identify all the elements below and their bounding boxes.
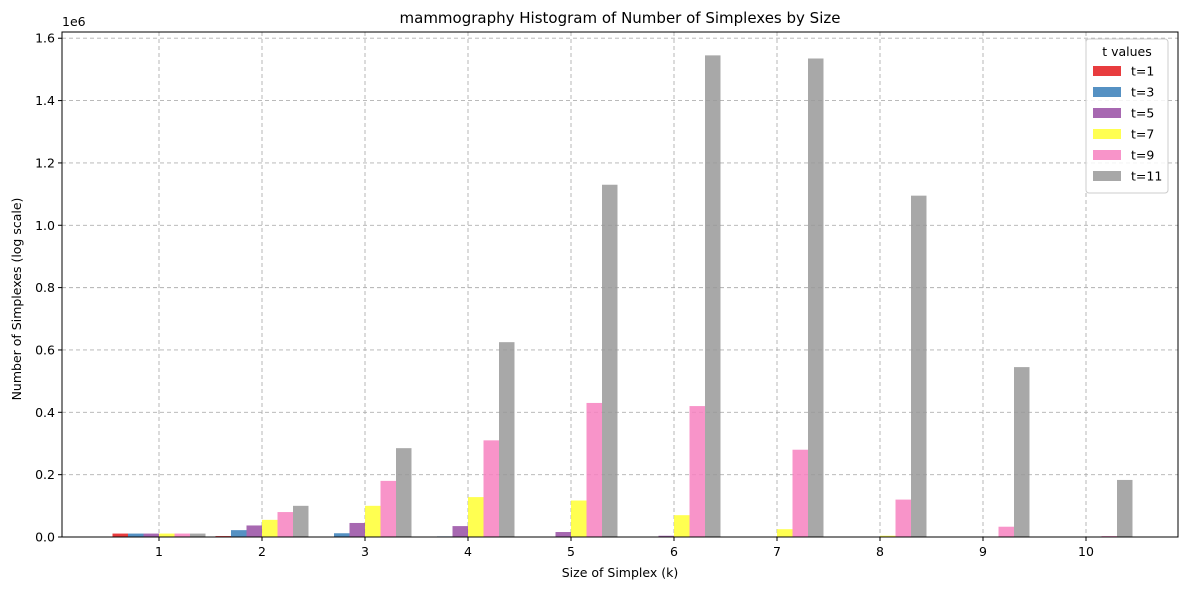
bar-t5-k6 xyxy=(658,535,674,537)
bar-t11-k2 xyxy=(293,505,309,537)
bar-t11-k4 xyxy=(499,342,515,537)
legend-swatch xyxy=(1093,150,1121,160)
bar-t9-k9 xyxy=(998,526,1014,537)
y-tick-label: 0.0 xyxy=(35,530,55,545)
x-tick-label: 6 xyxy=(670,544,678,559)
y-tick-label: 1.6 xyxy=(35,31,55,46)
y-offset-label: 1e6 xyxy=(62,14,86,29)
bar-t3-k3 xyxy=(334,533,350,537)
plot-frame xyxy=(61,31,1179,538)
legend-swatch xyxy=(1093,129,1121,139)
y-tick-label: 1.0 xyxy=(35,218,55,233)
legend-swatch xyxy=(1093,171,1121,181)
legend-swatch xyxy=(1093,87,1121,97)
bar-t9-k6 xyxy=(689,406,705,537)
legend-entry: t=11 xyxy=(1131,169,1162,184)
bar-t5-k3 xyxy=(349,522,365,537)
bar-t5-k1 xyxy=(143,533,159,537)
bar-t3-k1 xyxy=(128,533,144,537)
legend-swatch xyxy=(1093,108,1121,118)
bar-t7-k7 xyxy=(777,529,793,537)
bar-t11-k1 xyxy=(190,533,206,537)
bar-t7-k3 xyxy=(365,505,381,537)
bar-t7-k6 xyxy=(674,515,690,537)
chart-title: mammography Histogram of Number of Simpl… xyxy=(400,9,841,27)
x-tick-label: 8 xyxy=(876,544,884,559)
y-tick-label: 0.2 xyxy=(35,467,55,482)
legend-swatch xyxy=(1093,66,1121,76)
legend-entry: t=3 xyxy=(1131,85,1154,100)
bars xyxy=(112,55,1133,537)
x-tick-label: 10 xyxy=(1078,544,1094,559)
legend-entry: t=5 xyxy=(1131,106,1154,121)
bar-t1-k1 xyxy=(112,533,128,537)
bar-t9-k1 xyxy=(174,533,190,537)
y-axis-label: Number of Simplexes (log scale) xyxy=(9,198,24,401)
bar-t9-k4 xyxy=(483,440,499,537)
x-tick-label: 5 xyxy=(567,544,575,559)
bar-t11-k6 xyxy=(705,55,721,537)
x-tick-label: 9 xyxy=(979,544,987,559)
bar-t9-k7 xyxy=(792,449,808,537)
bar-t5-k2 xyxy=(246,525,262,537)
legend-entry: t=9 xyxy=(1131,148,1154,163)
bar-t5-k4 xyxy=(452,526,468,537)
bar-t11-k7 xyxy=(808,58,824,537)
legend-entry: t=1 xyxy=(1131,64,1154,79)
x-tick-label: 4 xyxy=(464,544,472,559)
axes: 0.0 0.2 0.4 0.6 0.8 1.0 1.2 1.4 1.6 1 2 3 4 5 6 7 8 9 10 xyxy=(35,31,1179,559)
legend-title: t values xyxy=(1102,44,1152,59)
bar-t11-k9 xyxy=(1014,367,1030,537)
y-tick-label: 0.6 xyxy=(35,342,55,357)
y-tick-label: 1.2 xyxy=(35,155,55,170)
bar-t5-k5 xyxy=(555,532,571,537)
bar-t11-k3 xyxy=(396,448,412,537)
x-tick-label: 2 xyxy=(258,544,266,559)
x-tick-label: 1 xyxy=(155,544,163,559)
bar-t7-k1 xyxy=(159,533,175,537)
bar-t7-k2 xyxy=(262,519,278,537)
y-tick-label: 0.8 xyxy=(35,280,55,295)
bar-t7-k4 xyxy=(468,497,484,537)
bar-t9-k2 xyxy=(277,512,293,537)
bar-t9-k5 xyxy=(586,402,602,537)
bar-t7-k8 xyxy=(880,535,896,537)
bar-t9-k8 xyxy=(895,499,911,537)
legend-entry: t=7 xyxy=(1131,127,1154,142)
bar-t3-k2 xyxy=(231,530,247,537)
bar-t11-k8 xyxy=(911,195,927,537)
y-tick-label: 1.4 xyxy=(35,93,55,108)
bar-t7-k5 xyxy=(571,500,587,537)
bar-t11-k5 xyxy=(602,184,618,537)
bar-t11-k10 xyxy=(1117,479,1133,537)
x-tick-label: 3 xyxy=(361,544,369,559)
x-axis-label: Size of Simplex (k) xyxy=(562,565,678,580)
y-tick-label: 0.4 xyxy=(35,405,55,420)
x-tick-label: 7 xyxy=(773,544,781,559)
bar-t9-k3 xyxy=(380,480,396,537)
legend: t values t=1 t=3 t=5 t=7 t=9 t=11 xyxy=(1085,38,1169,194)
